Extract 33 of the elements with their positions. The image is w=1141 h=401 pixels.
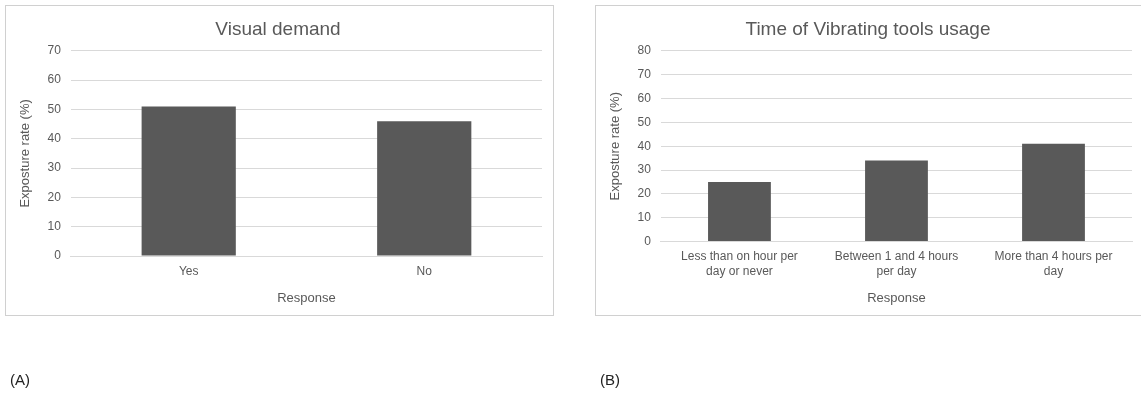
y-tick-label: 70 xyxy=(637,66,652,81)
y-tick-label: 60 xyxy=(47,72,62,87)
chart-title: Time of Vibrating tools usage xyxy=(745,17,991,39)
text: (A) xyxy=(10,371,31,388)
x-axis-title: Response xyxy=(867,289,926,305)
bar xyxy=(708,181,771,242)
y-tick-label: 30 xyxy=(637,162,652,177)
x-tick-label: No xyxy=(416,263,433,278)
x-tick-label: Yes xyxy=(178,263,199,278)
bar xyxy=(1022,143,1085,242)
y-tick-label: 0 xyxy=(54,248,62,263)
y-tick-label: 60 xyxy=(637,90,652,105)
y-tick-label: 10 xyxy=(637,210,652,225)
y-tick-label: 20 xyxy=(637,186,652,201)
x-tick-label: Less than on hour per day or never xyxy=(681,249,798,278)
y-tick-label: 40 xyxy=(637,138,652,153)
bar xyxy=(865,160,928,242)
y-tick-label: 70 xyxy=(47,43,62,58)
y-tick-label: 30 xyxy=(47,160,62,175)
y-tick-label: 20 xyxy=(47,189,62,204)
y-tick-label: 10 xyxy=(47,219,62,233)
x-axis-title: Response xyxy=(277,289,336,305)
y-tick-label: 40 xyxy=(47,131,62,146)
text: (B) xyxy=(600,371,621,388)
x-tick-label: Between 1 and 4 hours per day xyxy=(834,249,959,278)
x-tick-label: More than 4 hours per day xyxy=(994,249,1113,278)
y-tick-label: 0 xyxy=(644,233,652,248)
y-axis-title: Exposture rate (%) xyxy=(17,99,33,208)
y-tick-label: 50 xyxy=(47,101,62,116)
chart-title: Visual demand xyxy=(215,17,341,39)
y-axis-title: Exposture rate (%) xyxy=(607,92,623,201)
y-tick-label: 50 xyxy=(637,114,652,129)
y-tick-label: 80 xyxy=(637,43,652,58)
